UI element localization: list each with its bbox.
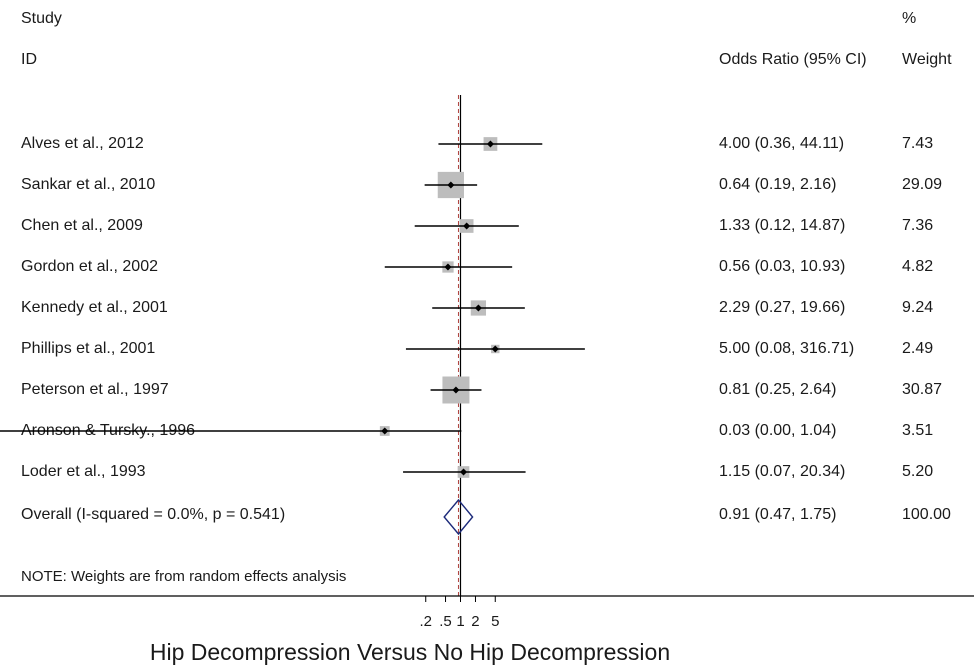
study-header-bottom: ID (21, 51, 37, 68)
study-header-top: Study (21, 10, 62, 27)
x-tick-label: 1 (456, 613, 464, 630)
study-weight: 9.24 (902, 299, 934, 316)
study-label: Loder et al., 1993 (21, 463, 146, 480)
study-weight: 30.87 (902, 381, 943, 398)
study-label: Phillips et al., 2001 (21, 340, 156, 357)
point-estimate (447, 181, 455, 189)
study-ci-text: 0.64 (0.19, 2.16) (719, 176, 837, 193)
point-estimate (463, 222, 471, 230)
point-estimate (381, 427, 389, 435)
study-ci-text: 0.81 (0.25, 2.64) (719, 381, 837, 398)
study-weight: 5.20 (902, 463, 934, 480)
point-estimate (486, 140, 494, 148)
x-tick-label: .2 (419, 613, 432, 630)
study-ci-text: 1.15 (0.07, 20.34) (719, 463, 846, 480)
study-label: Alves et al., 2012 (21, 135, 144, 152)
study-label: Sankar et al., 2010 (21, 176, 156, 193)
weight-header-bottom: Weight (902, 51, 952, 68)
weight-header-top: % (902, 10, 917, 27)
study-weight: 29.09 (902, 176, 943, 193)
study-label: Chen et al., 2009 (21, 217, 143, 234)
study-label: Gordon et al., 2002 (21, 258, 158, 275)
study-ci-text: 0.56 (0.03, 10.93) (719, 258, 846, 275)
point-estimate (474, 304, 482, 312)
overall-weight: 100.00 (902, 506, 951, 523)
overall-diamond (443, 498, 474, 536)
study-weight: 3.51 (902, 422, 934, 439)
odds-ratio-header: Odds Ratio (95% CI) (719, 51, 867, 68)
study-weight: 7.36 (902, 217, 934, 234)
study-ci-text: 1.33 (0.12, 14.87) (719, 217, 846, 234)
weights-note: NOTE: Weights are from random effects an… (21, 568, 347, 585)
study-weight: 7.43 (902, 135, 934, 152)
point-estimate (491, 345, 499, 353)
point-estimate (452, 386, 460, 394)
overall-label: Overall (I-squared = 0.0%, p = 0.541) (21, 506, 286, 523)
x-tick-label: .5 (439, 613, 452, 630)
overall-ci-text: 0.91 (0.47, 1.75) (719, 506, 837, 523)
x-axis-label: Hip Decompression Versus No Hip Decompre… (149, 639, 671, 665)
study-ci-text: 5.00 (0.08, 316.71) (719, 340, 855, 357)
x-tick-label: 2 (471, 613, 479, 630)
x-tick-label: 5 (491, 613, 499, 630)
point-estimate (444, 263, 452, 271)
point-estimate (460, 468, 468, 476)
study-weight: 2.49 (902, 340, 934, 357)
study-label: Peterson et al., 1997 (21, 381, 169, 398)
study-ci-text: 4.00 (0.36, 44.11) (719, 135, 845, 152)
study-ci-text: 0.03 (0.00, 1.04) (719, 422, 837, 439)
study-label: Kennedy et al., 2001 (21, 299, 168, 316)
study-weight: 4.82 (902, 258, 934, 275)
study-ci-text: 2.29 (0.27, 19.66) (719, 299, 846, 316)
